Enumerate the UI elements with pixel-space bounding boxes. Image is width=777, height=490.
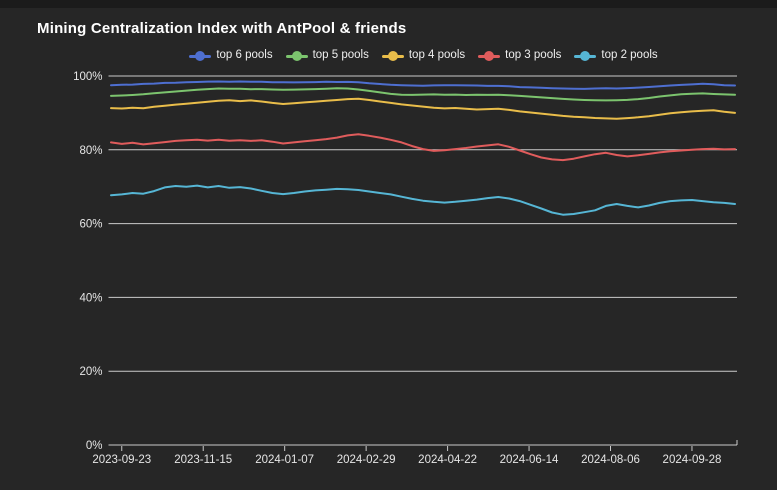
x-tick-label: 2024-06-14 — [500, 454, 559, 466]
legend-series-marker-icon — [381, 51, 404, 61]
chart-legend: top 6 pools top 5 pools top 4 pools top 3 p… — [110, 47, 737, 65]
x-tick-label: 2023-11-15 — [174, 454, 232, 466]
legend-item-top-4-pools[interactable]: top 4 pools — [381, 49, 466, 62]
legend-item-top-5-pools[interactable]: top 5 pools — [285, 49, 369, 62]
x-tick-label: 2024-08-06 — [581, 454, 640, 466]
legend-series-marker-icon — [285, 51, 308, 61]
legend-item-label: top 5 pools — [312, 49, 369, 62]
y-tick-label: 0% — [86, 440, 103, 452]
legend-item-label: top 6 pools — [216, 49, 273, 62]
series-line-top-2-pools — [110, 184, 736, 216]
y-tick-label: 80% — [79, 145, 102, 157]
legend-series-marker-icon — [478, 51, 501, 61]
series-line-top-5-pools — [110, 87, 736, 102]
y-axis-labels: 0% 20% 40% 60% 80% 100% — [73, 71, 102, 452]
gridlines — [108, 75, 737, 446]
x-tick-label: 2023-09-23 — [92, 454, 151, 466]
x-axis-labels: 2023-09-23 2023-11-15 2024-01-07 2024-02-29… — [92, 454, 721, 466]
x-tick-label: 2024-09-28 — [663, 454, 722, 466]
legend-item-top-2-pools[interactable]: top 2 pools — [574, 49, 658, 62]
legend-item-label: top 3 pools — [505, 49, 562, 62]
legend-item-top-3-pools[interactable]: top 3 pools — [478, 50, 561, 62]
x-tick-label: 2024-02-29 — [337, 454, 396, 466]
series-line-top-4-pools — [110, 97, 736, 120]
window-top-edge — [0, 0, 777, 8]
series-line-top-3-pools — [110, 133, 736, 162]
x-tick-label: 2024-01-07 — [255, 454, 314, 466]
series-line-top-6-pools — [110, 80, 736, 90]
legend-item-label: top 2 pools — [601, 49, 658, 62]
legend-series-marker-icon — [574, 51, 597, 61]
legend-series-marker-icon — [189, 51, 212, 61]
y-tick-label: 20% — [79, 366, 102, 378]
series-lines — [110, 80, 736, 216]
y-tick-label: 60% — [79, 219, 102, 231]
x-tick-label: 2024-04-22 — [418, 454, 477, 466]
y-tick-label: 100% — [73, 71, 102, 83]
chart-title: Mining Centralization Index with AntPool… — [37, 20, 407, 37]
legend-item-top-6-pools[interactable]: top 6 pools — [189, 49, 273, 62]
legend-item-label: top 4 pools — [408, 49, 466, 62]
y-tick-label: 40% — [79, 292, 102, 304]
x-axis-ticks — [121, 440, 738, 451]
